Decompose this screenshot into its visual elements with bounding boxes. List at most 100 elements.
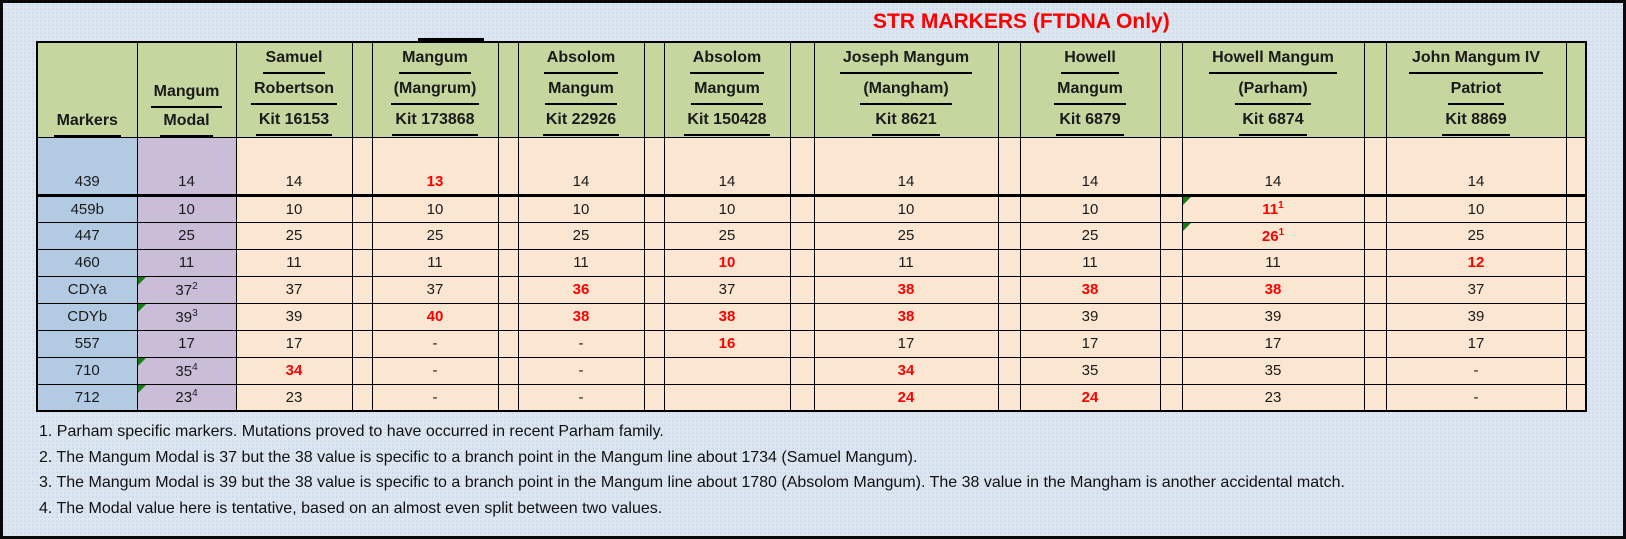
separator-cell (351, 248, 373, 277)
kit-value-cell: 35 (1019, 356, 1161, 385)
kit-value-cell: 14 (1385, 136, 1567, 197)
cell-value: - (1473, 362, 1479, 379)
cell-value: 10 (1467, 200, 1485, 218)
cell-value: 39 (1081, 308, 1099, 325)
kit-value-cell: 11 (517, 248, 645, 277)
separator-cell (1159, 329, 1183, 358)
kit-value-cell: 17 (1019, 329, 1161, 358)
marker-name-cell: 459b (36, 194, 138, 223)
marker-name: 459b (70, 200, 104, 218)
cell-value: 14 (1081, 172, 1099, 190)
kit-value-cell: 14 (663, 136, 791, 197)
str-markers-table: Markers Mangum Modal Samuel Robertson Kit 161… (36, 41, 1587, 412)
separator-cell (997, 356, 1021, 385)
separator-cell (1363, 356, 1387, 385)
kit-value-cell: 10 (517, 194, 645, 223)
separator-cell (789, 356, 815, 385)
modal-value-cell: 25 (136, 221, 237, 250)
kit-value-cell: 38 (813, 275, 999, 304)
cell-value: 10 (718, 200, 736, 218)
header-separator (789, 41, 815, 138)
kit-value-cell: 11 (371, 248, 499, 277)
separator-cell (997, 383, 1021, 412)
marker-name: CDYb (67, 308, 108, 325)
kit-value-cell: 37 (371, 275, 499, 304)
cell-value: 25 (897, 227, 915, 244)
marker-name: 710 (74, 362, 100, 379)
kit-value-cell: 38 (813, 302, 999, 331)
cell-value: 39 (1467, 308, 1485, 325)
kit-value-cell: 14 (235, 136, 353, 197)
separator-cell (351, 136, 373, 197)
cell-value: 10 (1081, 200, 1099, 218)
cell-value: 10 (572, 200, 590, 218)
table-row: CDYa 372 37 37 36 37 38 38 38 37 (36, 275, 1587, 304)
cell-value: 11 (178, 254, 195, 271)
kit-value-cell: 23 (235, 383, 353, 412)
separator-cell (1565, 221, 1587, 250)
cell-value: 14 (1264, 172, 1282, 190)
kit-value-cell: 17 (1181, 329, 1365, 358)
separator-cell (643, 221, 665, 250)
kit-value-cell: 10 (235, 194, 353, 223)
cell-value: 37 (1467, 281, 1485, 298)
footnote: 2. The Mangum Modal is 37 but the 38 val… (39, 448, 918, 466)
cell-value: 37 (285, 281, 303, 298)
kit-value-cell: 39 (1385, 302, 1567, 331)
cell-value: 17 (897, 335, 915, 352)
cell-value: 11 (573, 254, 589, 271)
separator-cell (1363, 136, 1387, 197)
cell-value: 12 (1467, 254, 1485, 271)
kit-value-cell: 11 (235, 248, 353, 277)
page-title: STR MARKERS (FTDNA Only) (873, 10, 1170, 33)
separator-cell (1159, 248, 1183, 277)
kit-value-cell: 39 (1181, 302, 1365, 331)
cell-value: - (432, 362, 438, 379)
marker-name-cell: 557 (36, 329, 138, 358)
table-row: 459b 10 10 10 10 10 10 10 111 10 (36, 194, 1587, 223)
separator-cell (643, 194, 665, 223)
kit-value-cell: 10 (1385, 194, 1567, 223)
col-header-kit-5: Howell Mangum Kit 6879 (1019, 41, 1161, 138)
header-separator (997, 41, 1021, 138)
separator-cell (1159, 221, 1183, 250)
separator-cell (351, 221, 373, 250)
kit-value-cell: 38 (1019, 275, 1161, 304)
cell-value: 37 (718, 281, 736, 298)
separator-cell (497, 275, 519, 304)
kit-value-cell: 37 (1385, 275, 1567, 304)
cell-value: 17 (1081, 335, 1099, 352)
separator-cell (497, 221, 519, 250)
kit-value-cell: 25 (813, 221, 999, 250)
kit-value-cell: 261 (1181, 221, 1365, 250)
separator-cell (789, 383, 815, 412)
kit-value-cell: 38 (663, 302, 791, 331)
marker-name-cell: 439 (36, 136, 138, 197)
cutoff-underline-artifact (418, 38, 484, 41)
separator-cell (1363, 221, 1387, 250)
separator-cell (789, 329, 815, 358)
separator-cell (1159, 275, 1183, 304)
marker-name: 447 (74, 227, 100, 244)
separator-cell (643, 329, 665, 358)
separator-cell (789, 302, 815, 331)
marker-name: CDYa (67, 281, 107, 298)
footnote-superscript: 4 (192, 361, 198, 373)
separator-cell (1565, 383, 1587, 412)
cell-value: 25 (285, 227, 303, 244)
cell-value: 17 (1264, 335, 1282, 352)
footnote: 1. Parham specific markers. Mutations pr… (39, 423, 664, 440)
cell-value: 10 (285, 200, 303, 218)
modal-value-cell: 372 (136, 275, 237, 304)
separator-cell (497, 136, 519, 197)
kit-value-cell: 23 (1181, 383, 1365, 412)
separator-cell (643, 356, 665, 385)
modal-value-cell: 393 (136, 302, 237, 331)
comment-flag-triangle (138, 385, 146, 393)
kit-value-cell: 25 (663, 221, 791, 250)
cell-value: 234 (175, 388, 198, 407)
table-row: 712 234 23 - - 24 24 23 - (36, 383, 1587, 412)
separator-cell (351, 383, 373, 412)
cell-value: 38 (897, 281, 915, 298)
col-header-kit-0: Samuel Robertson Kit 16153 (235, 41, 353, 138)
